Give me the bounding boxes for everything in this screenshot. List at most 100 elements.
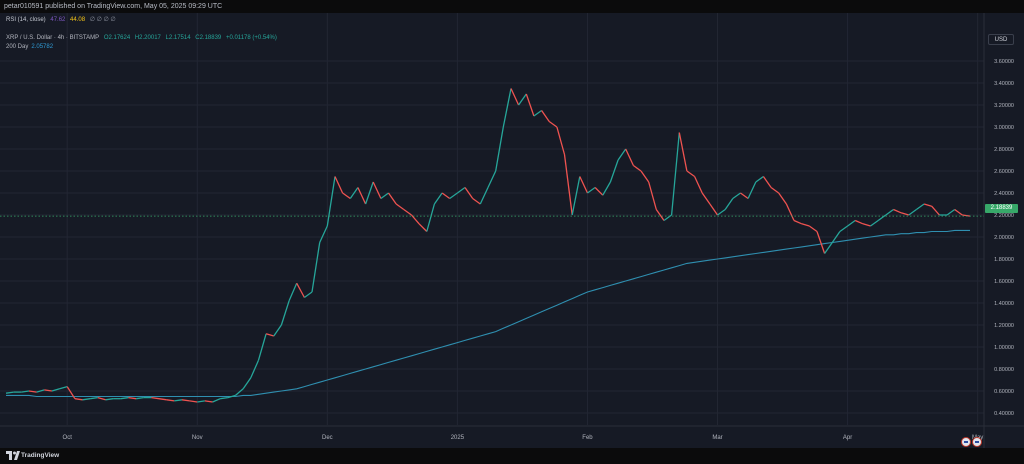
price-segment xyxy=(686,170,695,178)
price-segment xyxy=(387,192,397,205)
us-flag-icon[interactable] xyxy=(972,437,982,447)
price-segment xyxy=(204,400,213,403)
y-tick-label: 1.60000 xyxy=(994,279,1014,285)
ohlc-high: H2.20017 xyxy=(134,35,161,41)
price-segment xyxy=(212,398,221,403)
price-segment xyxy=(441,192,451,200)
price-segment xyxy=(862,223,871,227)
y-tick-label: 1.40000 xyxy=(994,301,1014,307)
symbol-legend[interactable]: XRP / U.S. Dollar · 4h · BITSTAMP O2.176… xyxy=(6,35,280,41)
price-segment xyxy=(847,219,856,227)
price-segment xyxy=(602,181,611,196)
price-segment xyxy=(433,192,443,205)
x-tick-label: Nov xyxy=(192,435,203,441)
price-segment xyxy=(418,223,428,232)
price-segment xyxy=(571,176,581,216)
price-segment xyxy=(479,187,489,205)
price-segment xyxy=(82,398,91,401)
price-segment xyxy=(870,219,879,227)
rsi-empty-values: ∅ ∅ ∅ ∅ xyxy=(89,17,116,23)
price-segment xyxy=(487,170,497,188)
price-segment xyxy=(954,208,963,216)
tradingview-logo-icon[interactable] xyxy=(6,451,20,460)
event-markers[interactable] xyxy=(961,434,983,452)
price-segment xyxy=(128,396,137,400)
us-flag-icon[interactable] xyxy=(961,437,971,447)
price-segment xyxy=(151,396,160,400)
price-segment xyxy=(357,187,367,205)
x-tick-label: Mar xyxy=(712,435,722,441)
price-segment xyxy=(197,400,205,403)
y-tick-label: 2.20000 xyxy=(994,213,1014,219)
y-tick-label: 1.00000 xyxy=(994,345,1014,351)
price-segment xyxy=(663,214,672,222)
price-segment xyxy=(235,388,244,396)
price-segment xyxy=(900,212,909,216)
price-segment xyxy=(946,208,956,216)
price-segment xyxy=(242,377,252,390)
moving-average-legend[interactable]: 200 Day 2.05782 xyxy=(6,44,53,50)
y-tick-label: 0.80000 xyxy=(994,367,1014,373)
price-segment xyxy=(44,389,52,392)
y-tick-label: 3.60000 xyxy=(994,59,1014,65)
price-segment xyxy=(380,192,389,200)
y-tick-label: 2.00000 xyxy=(994,235,1014,241)
brand-name: TradingView xyxy=(21,452,60,459)
price-segment xyxy=(97,396,106,401)
price-segment xyxy=(717,208,726,216)
price-segment xyxy=(136,396,144,400)
price-segment xyxy=(319,225,328,243)
rsi-legend[interactable]: RSI (14, close) 47.62 44.08 ∅ ∅ ∅ ∅ xyxy=(6,16,119,23)
price-segment xyxy=(816,231,826,254)
price-segment xyxy=(510,88,520,106)
y-tick-label: 2.60000 xyxy=(994,169,1014,175)
price-segment xyxy=(617,148,627,161)
y-tick-label: 1.20000 xyxy=(994,323,1014,329)
price-segment xyxy=(533,109,542,117)
price-segment xyxy=(962,214,971,217)
y-tick-label: 3.00000 xyxy=(994,125,1014,131)
price-segment xyxy=(189,400,198,403)
chart-panel[interactable]: 0.40000 0.60000 0.80000 1.00000 1.20000 1.400… xyxy=(0,13,1024,448)
y-tick-label: 2.80000 xyxy=(994,147,1014,153)
rsi-legend-name: RSI (14, close) xyxy=(6,17,46,23)
price-segment xyxy=(732,192,741,200)
price-segment xyxy=(51,388,60,392)
price-segment xyxy=(824,242,833,254)
y-tick-label: 3.20000 xyxy=(994,103,1014,109)
price-segment xyxy=(640,170,650,183)
price-segment xyxy=(304,291,313,299)
price-segment xyxy=(59,385,68,390)
price-segment xyxy=(793,219,802,225)
price-segment xyxy=(831,231,841,243)
price-segment xyxy=(166,399,175,402)
price-segment xyxy=(326,176,336,227)
rsi-value-b: 44.08 xyxy=(70,17,86,23)
price-segment xyxy=(158,398,167,401)
price-segment xyxy=(587,186,596,194)
ma-value: 2.05782 xyxy=(31,44,54,50)
price-segment xyxy=(518,93,527,106)
price-segment xyxy=(364,181,374,205)
price-plot[interactable]: 0.40000 0.60000 0.80000 1.00000 1.20000 1.400… xyxy=(0,13,1024,448)
price-segment xyxy=(174,399,183,402)
price-segment xyxy=(5,391,14,394)
price-segment xyxy=(594,187,604,196)
price-segment xyxy=(854,219,864,225)
price-segment xyxy=(21,390,30,393)
price-segment xyxy=(923,203,932,207)
price-segment xyxy=(296,282,305,298)
price-segment xyxy=(885,208,894,216)
price-segment xyxy=(449,192,458,200)
rsi-value-a: 47.62 xyxy=(50,17,66,23)
currency-button[interactable]: USD xyxy=(988,34,1014,45)
price-segment xyxy=(342,192,351,200)
ohlc-close: C2.18839 xyxy=(195,35,222,41)
price-segment xyxy=(74,398,83,401)
price-segment xyxy=(931,205,940,216)
price-segment xyxy=(66,386,76,400)
price-segment xyxy=(655,209,665,221)
price-segment xyxy=(770,186,780,194)
price-segment xyxy=(411,214,420,225)
price-segment xyxy=(541,110,550,122)
